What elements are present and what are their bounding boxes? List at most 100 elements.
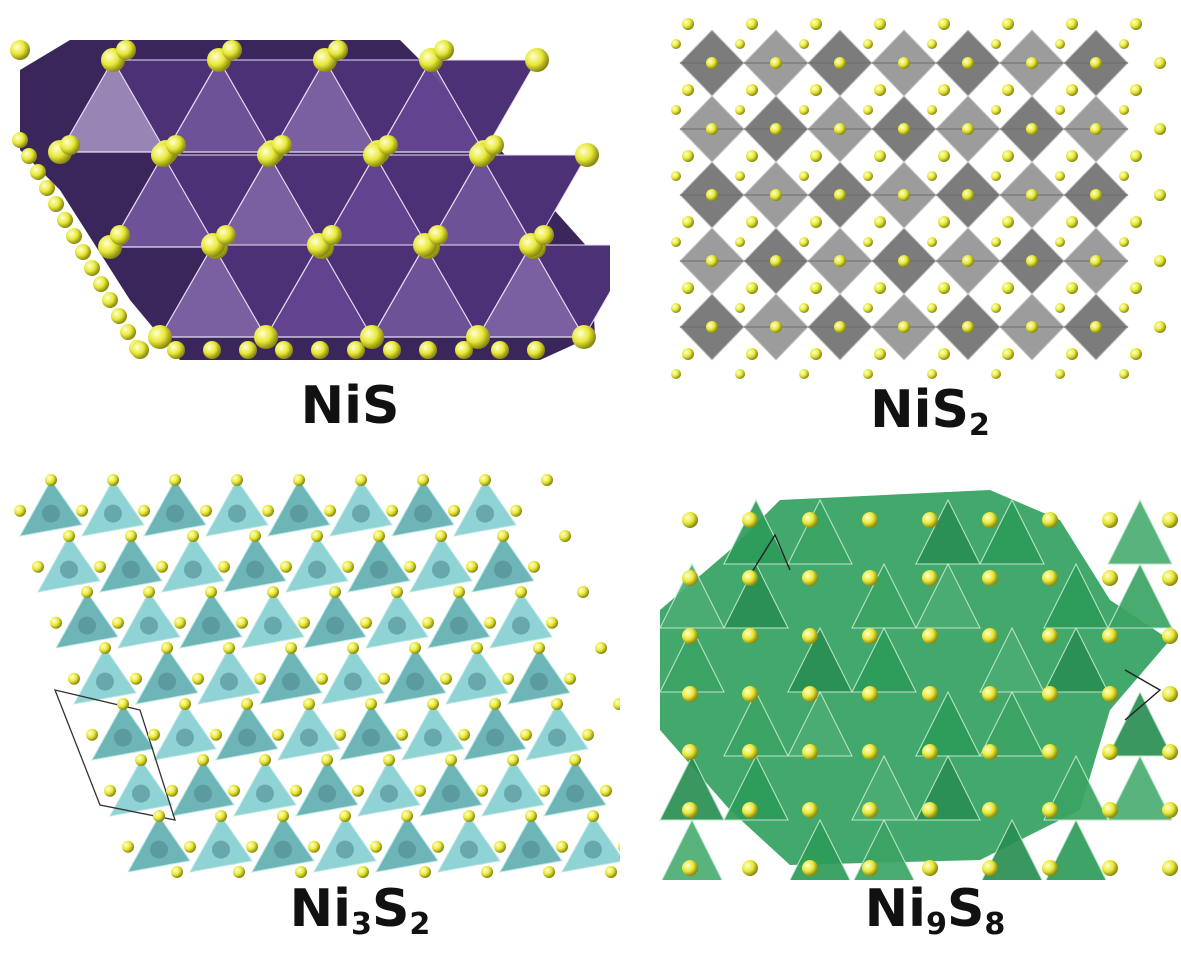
sulfur-atom <box>863 39 873 49</box>
sulfur-atom <box>419 341 437 359</box>
sulfur-atom <box>1102 512 1118 528</box>
nickel-atom <box>202 616 220 635</box>
nickel-atom <box>450 616 468 635</box>
ni3s2-label: Ni3S2 <box>240 883 480 940</box>
sulfur-atom <box>962 189 974 201</box>
tetrahedron <box>1045 818 1107 880</box>
sulfur-atom <box>277 810 289 822</box>
sulfur-atom <box>1066 150 1078 162</box>
sulfur-atom <box>1162 860 1178 876</box>
sulfur-atom <box>863 369 873 379</box>
sulfur-atom <box>1042 628 1058 644</box>
sulfur-atom <box>10 40 30 60</box>
sulfur-atom <box>125 530 137 542</box>
sulfur-atom <box>458 728 470 741</box>
sulfur-atom <box>938 18 950 30</box>
sulfur-atom <box>21 148 37 164</box>
nickel-atom <box>274 840 292 859</box>
sulfur-atom <box>169 474 181 486</box>
sulfur-atom <box>153 810 165 822</box>
ni9s8-crystal-structure <box>659 490 1178 880</box>
sulfur-atom <box>419 866 431 878</box>
sulfur-atom <box>613 698 620 710</box>
nickel-atom <box>166 504 184 523</box>
sulfur-atom <box>770 255 782 267</box>
sulfur-atom <box>682 282 694 294</box>
sulfur-atom <box>1119 369 1129 379</box>
sulfur-atom <box>1154 321 1166 333</box>
sulfur-atom <box>1002 150 1014 162</box>
sulfur-atom <box>1119 171 1129 181</box>
nickel-atom <box>494 560 512 579</box>
sulfur-atom <box>293 474 305 486</box>
sulfur-atom <box>94 560 106 573</box>
sulfur-atom <box>991 237 1001 247</box>
sulfur-atom <box>308 840 320 853</box>
sulfur-atom <box>507 754 519 766</box>
sulfur-atom <box>68 672 80 685</box>
sulfur-atom <box>706 321 718 333</box>
sulfur-atom <box>50 616 62 629</box>
sulfur-atom <box>455 341 473 359</box>
sulfur-atom <box>802 570 818 586</box>
sulfur-atom <box>409 642 421 654</box>
nickel-atom <box>522 840 540 859</box>
sulfur-atom <box>272 728 284 741</box>
nickel-atom <box>326 616 344 635</box>
sulfur-atom <box>982 802 998 818</box>
nickel-atom <box>246 560 264 579</box>
sulfur-atom <box>533 642 545 654</box>
sulfur-atom <box>527 341 545 359</box>
nickel-atom <box>398 840 416 859</box>
ni9s8-structure-panel: Ni9S8 <box>640 480 1181 955</box>
sulfur-atom <box>373 530 385 542</box>
sulfur-atom <box>874 348 886 360</box>
sulfur-atom <box>799 303 809 313</box>
nickel-atom <box>406 672 424 691</box>
sulfur-atom <box>32 560 44 573</box>
sulfur-atom <box>898 255 910 267</box>
sulfur-atom <box>569 754 581 766</box>
sulfur-atom <box>810 282 822 294</box>
polyhedra-slab <box>660 490 1170 865</box>
sulfur-atom <box>746 282 758 294</box>
sulfur-atom <box>922 686 938 702</box>
sulfur-atom <box>203 341 221 359</box>
unit-cell-outline <box>749 533 791 576</box>
sulfur-atom <box>962 123 974 135</box>
sulfur-atom <box>1042 802 1058 818</box>
sulfur-atom <box>339 810 351 822</box>
sulfur-atom <box>254 672 266 685</box>
sulfur-atom <box>1042 860 1058 876</box>
sulfur-atom <box>1090 321 1102 333</box>
sulfur-atom <box>321 754 333 766</box>
nis2-label: NiS2 <box>820 384 1040 441</box>
sulfur-atom <box>448 504 460 517</box>
sulfur-atom <box>324 504 336 517</box>
sulfur-atom <box>259 754 271 766</box>
sulfur-atom <box>706 255 718 267</box>
sulfur-atom <box>1066 84 1078 96</box>
sulfur-atom <box>834 123 846 135</box>
nickel-atom <box>388 616 406 635</box>
nickel-atom <box>468 672 486 691</box>
sulfur-atom <box>922 802 938 818</box>
ni9s8-label-part: Ni <box>864 879 926 939</box>
sulfur-atom <box>352 784 364 797</box>
sulfur-atom <box>618 842 620 852</box>
sulfur-atom <box>802 628 818 644</box>
sulfur-atom <box>927 105 937 115</box>
ni3s2-label-part: Ni <box>289 879 351 939</box>
ni3s2-label-part: S <box>371 879 410 939</box>
sulfur-atom <box>484 135 504 155</box>
sulfur-atom <box>148 728 160 741</box>
sulfur-atom <box>311 341 329 359</box>
sulfur-atom <box>1002 348 1014 360</box>
sulfur-atom <box>802 686 818 702</box>
sulfur-atom <box>682 512 698 528</box>
sulfur-atom <box>166 784 178 797</box>
sulfur-atom <box>148 325 172 349</box>
sulfur-atom <box>1154 189 1166 201</box>
sulfur-atom <box>600 784 612 797</box>
sulfur-atom <box>107 474 119 486</box>
